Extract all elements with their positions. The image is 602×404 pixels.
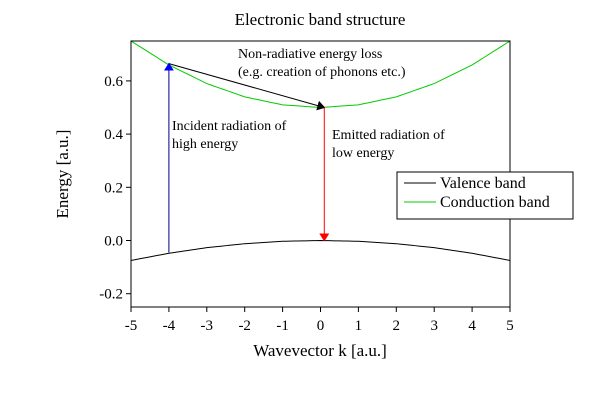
annotation-1-line-1: high energy <box>172 137 238 152</box>
x-tick-label: 2 <box>393 318 401 334</box>
x-tick-label: 3 <box>430 318 438 334</box>
x-tick-label: 1 <box>355 318 363 334</box>
series-line-0 <box>131 239 510 261</box>
x-tick-label: -2 <box>238 318 251 334</box>
chart-title: Electronic band structure <box>235 10 406 29</box>
x-axis: -5 -4 -3 -2 -1 0 1 2 3 4 5 <box>125 307 514 334</box>
legend-label-1: Conduction band <box>440 194 550 211</box>
legend-box <box>396 171 574 220</box>
annotation-2-line-1: low energy <box>332 146 394 161</box>
y-tick-label: 0.2 <box>104 180 123 196</box>
x-tick-label: 4 <box>468 318 476 334</box>
annotation-0-line-1: (e.g. creation of phonons etc.) <box>238 65 406 80</box>
annotation-0-line-0: Non-radiative energy loss <box>238 47 382 62</box>
y-tick-label: 0.4 <box>104 127 123 143</box>
legend-label-0: Valence band <box>440 175 526 192</box>
legend: Valence band Conduction band <box>396 171 574 220</box>
x-tick-label: 5 <box>506 318 514 334</box>
y-tick-label: 0.0 <box>104 234 123 250</box>
x-tick-label: -3 <box>201 318 214 334</box>
y-tick-label: -0.2 <box>99 287 123 303</box>
x-axis-label: Wavevector k [a.u.] <box>253 341 387 360</box>
arrow-1 <box>168 63 326 111</box>
x-tick-label: -5 <box>125 318 138 334</box>
y-tick-label: 0.6 <box>104 74 123 90</box>
x-tick-label: -4 <box>163 318 176 334</box>
x-tick-label: -1 <box>276 318 289 334</box>
annotation-1-line-0: Incident radiation of <box>172 119 287 134</box>
y-axis: -0.2 0.0 0.2 0.4 0.6 <box>99 74 131 303</box>
annotations: Non-radiative energy loss (e.g. creation … <box>172 47 445 161</box>
annotation-2-line-0: Emitted radiation of <box>332 128 445 143</box>
x-tick-label: 0 <box>317 318 325 334</box>
y-axis-label: Energy [a.u.] <box>53 130 72 219</box>
